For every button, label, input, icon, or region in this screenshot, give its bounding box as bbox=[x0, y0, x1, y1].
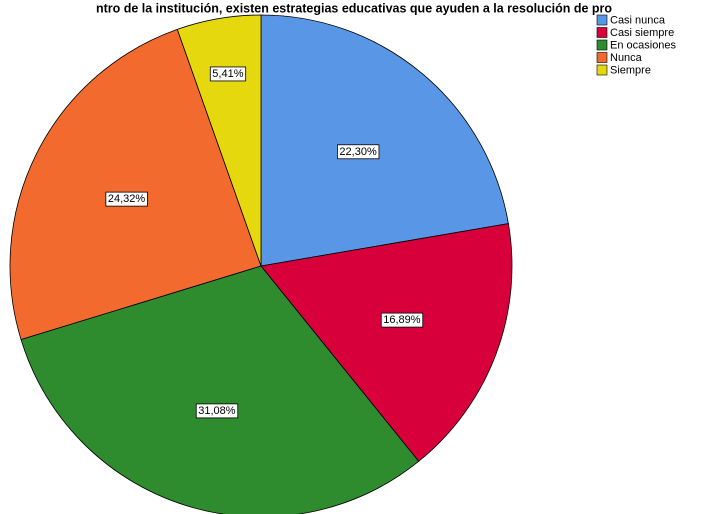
legend-swatch bbox=[596, 52, 608, 63]
data-label: 16,89% bbox=[383, 314, 421, 326]
data-label: 24,32% bbox=[108, 193, 146, 205]
legend-label: Siempre bbox=[610, 64, 651, 76]
pie-slice bbox=[260, 223, 513, 462]
data-label: 22,30% bbox=[339, 146, 377, 158]
data-label-box bbox=[209, 66, 247, 82]
legend-swatch bbox=[596, 39, 608, 51]
data-label-box bbox=[105, 191, 148, 207]
data-label-box bbox=[337, 144, 380, 160]
data-label-box bbox=[380, 312, 424, 328]
legend-label: Casi siempre bbox=[610, 27, 674, 39]
pie-slice bbox=[20, 265, 420, 514]
legend-swatch bbox=[596, 14, 608, 26]
pie-slice bbox=[260, 14, 509, 267]
legend-label: Casi nunca bbox=[610, 14, 666, 26]
legend-swatch bbox=[596, 27, 608, 38]
pie-slice bbox=[9, 28, 262, 341]
legend-label: Nunca bbox=[610, 52, 643, 64]
data-label: 31,08% bbox=[198, 405, 236, 417]
chart-title: ntro de la institución, existen estrateg… bbox=[96, 1, 612, 15]
data-label: 5,41% bbox=[212, 68, 243, 80]
data-label-box bbox=[195, 403, 239, 419]
legend-label: En ocasiones bbox=[610, 39, 677, 51]
legend-swatch bbox=[596, 64, 608, 76]
